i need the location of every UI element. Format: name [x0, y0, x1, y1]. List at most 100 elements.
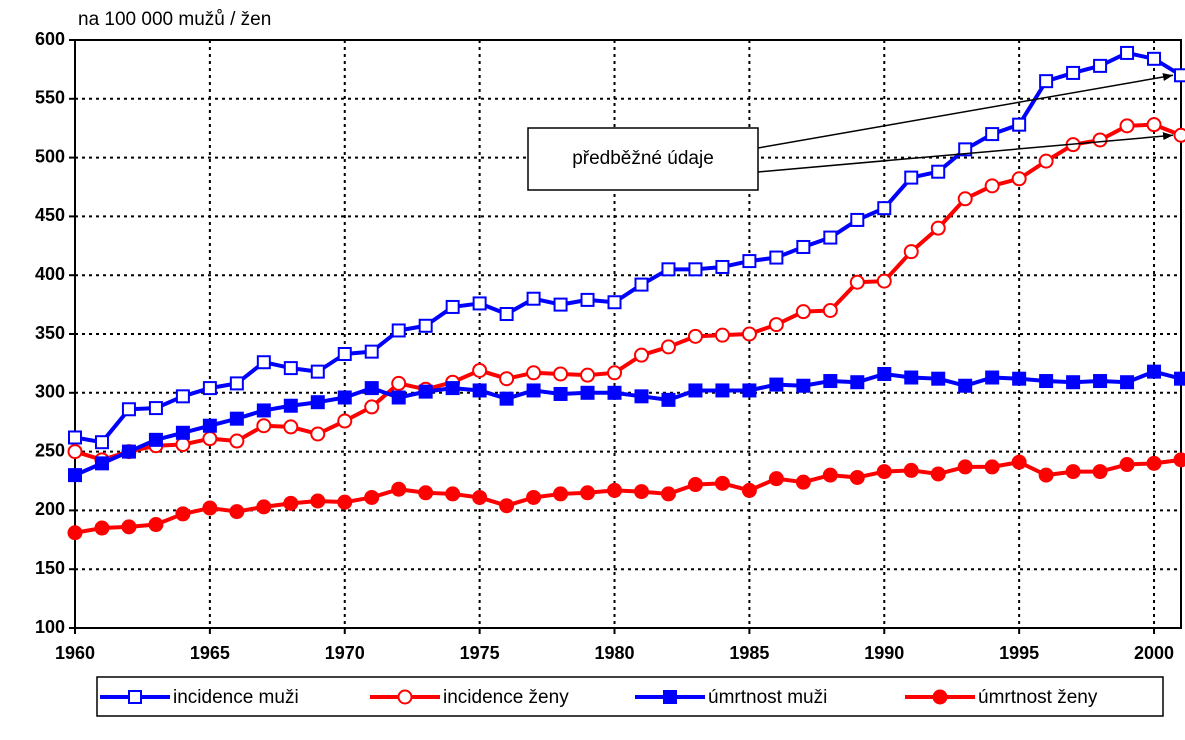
x-tick-label: 1970 — [325, 643, 365, 663]
data-point — [714, 327, 730, 343]
data-point — [364, 489, 380, 505]
data-point — [769, 250, 784, 265]
data-point — [391, 323, 406, 338]
data-point — [904, 370, 919, 385]
y-tick-label: 100 — [35, 617, 65, 637]
data-point — [148, 401, 163, 416]
legend-label: incidence muži — [173, 687, 299, 708]
data-point — [1011, 454, 1027, 470]
data-point — [1173, 452, 1185, 468]
data-point — [202, 381, 217, 396]
data-point — [822, 467, 838, 483]
data-point — [633, 347, 649, 363]
data-point — [931, 371, 946, 386]
data-point — [930, 220, 946, 236]
data-point — [607, 365, 623, 381]
annotation-box — [527, 127, 759, 191]
legend-label: úmrtnost muži — [708, 687, 827, 708]
data-point — [849, 274, 865, 290]
data-point — [553, 297, 568, 312]
data-point — [68, 468, 82, 483]
data-point — [877, 366, 892, 381]
data-point — [175, 437, 191, 453]
data-point — [1146, 455, 1162, 471]
data-point — [822, 302, 838, 318]
data-point — [364, 399, 380, 415]
data-point — [283, 419, 299, 435]
data-point — [1120, 45, 1135, 60]
data-point — [850, 212, 865, 227]
data-point — [715, 383, 730, 398]
data-point — [633, 484, 649, 500]
data-point — [256, 355, 271, 370]
data-point — [931, 164, 946, 179]
data-point — [958, 142, 973, 157]
data-point — [364, 381, 379, 396]
data-point — [148, 432, 163, 447]
data-point — [229, 411, 244, 426]
data-point — [1147, 364, 1162, 379]
data-point — [903, 244, 919, 260]
data-point — [283, 398, 298, 413]
data-point — [741, 482, 757, 498]
y-tick-label: 550 — [35, 88, 65, 108]
data-point — [850, 375, 865, 390]
legend: incidence muži incidence ženy úmrtnost muž… — [96, 676, 1164, 717]
data-point — [1120, 375, 1135, 390]
data-point — [715, 259, 730, 274]
data-point — [580, 385, 595, 400]
y-tick-label: 400 — [35, 264, 65, 284]
annotation: předběžné údaje — [572, 148, 714, 169]
data-point — [553, 486, 569, 502]
data-point — [661, 392, 676, 407]
data-point — [283, 495, 299, 511]
data-point — [499, 307, 514, 322]
data-point — [1038, 467, 1054, 483]
legend-marker — [932, 689, 948, 705]
data-point — [472, 489, 488, 505]
data-point — [67, 525, 83, 541]
data-point — [310, 364, 325, 379]
data-point — [175, 506, 191, 522]
data-point — [1092, 132, 1108, 148]
data-point — [1038, 153, 1054, 169]
data-point — [795, 304, 811, 320]
data-point — [688, 383, 703, 398]
data-point — [1039, 374, 1054, 389]
data-point — [607, 295, 622, 310]
data-point — [202, 431, 218, 447]
legend-label: úmrtnost ženy — [978, 687, 1098, 708]
data-point — [94, 456, 109, 471]
y-tick-label: 600 — [35, 29, 65, 49]
data-point — [310, 493, 326, 509]
data-point — [687, 328, 703, 344]
data-point — [526, 365, 542, 381]
data-point — [1119, 457, 1135, 473]
data-point — [1012, 117, 1027, 132]
data-point — [876, 273, 892, 289]
data-point — [121, 402, 136, 417]
data-point — [499, 371, 515, 387]
data-point — [472, 362, 488, 378]
data-point — [202, 418, 217, 433]
data-point — [607, 385, 622, 400]
x-tick-label: 1990 — [864, 643, 904, 663]
data-point — [741, 326, 757, 342]
data-point — [499, 498, 515, 514]
data-point — [958, 378, 973, 393]
data-point — [742, 254, 757, 269]
data-point — [229, 433, 245, 449]
data-point — [121, 444, 136, 459]
data-point — [1012, 371, 1027, 386]
data-point — [94, 520, 110, 536]
y-tick-label: 300 — [35, 382, 65, 402]
data-point — [94, 435, 109, 450]
data-point — [418, 485, 434, 501]
data-point — [256, 418, 272, 434]
data-point — [795, 474, 811, 490]
data-point — [418, 318, 433, 333]
data-point — [202, 500, 218, 516]
data-point — [229, 504, 245, 520]
data-point — [580, 292, 595, 307]
x-tick-label: 1975 — [460, 643, 500, 663]
